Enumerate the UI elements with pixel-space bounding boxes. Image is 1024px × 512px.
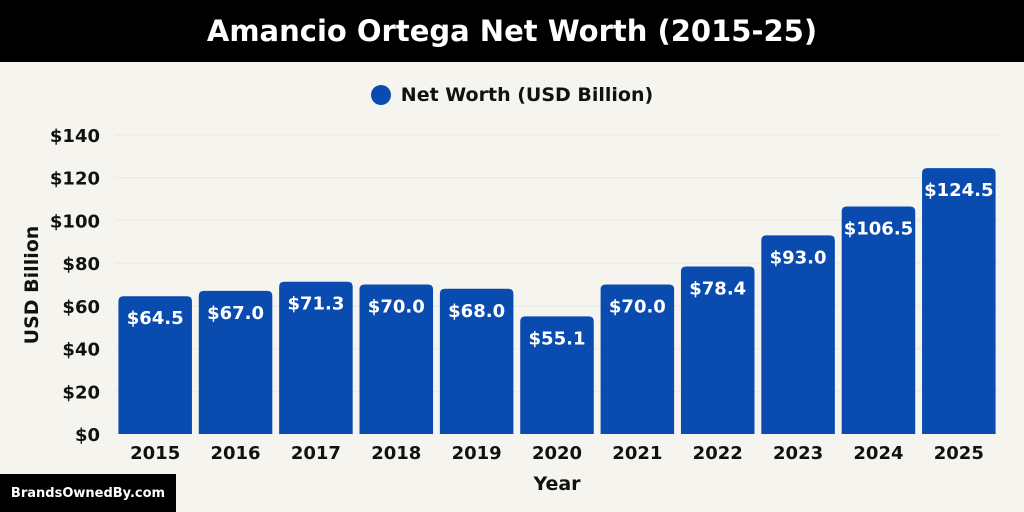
data-label: $70.0 — [368, 297, 425, 318]
x-tick-label: 2017 — [291, 443, 341, 464]
legend-swatch-circle-icon — [370, 85, 391, 105]
y-tick-label: $0 — [75, 425, 100, 446]
data-label: $70.0 — [609, 297, 666, 318]
x-tick-label: 2024 — [853, 443, 903, 464]
bar — [680, 266, 755, 434]
y-tick-label: $40 — [62, 340, 100, 361]
y-tick-label: $60 — [62, 297, 100, 318]
y-tick-label: $120 — [50, 169, 100, 190]
y-tick-label: $100 — [50, 211, 100, 232]
x-tick-label: 2018 — [371, 443, 421, 464]
data-label: $68.0 — [448, 301, 505, 322]
legend-label: Net Worth (USD Billion) — [400, 84, 654, 106]
watermark: BrandsOwnedBy.com — [0, 474, 176, 512]
y-tick-label: $80 — [62, 254, 100, 275]
data-label: $93.0 — [770, 247, 827, 268]
bar — [359, 284, 434, 434]
bar — [279, 281, 353, 434]
bar — [922, 168, 996, 434]
data-label: $71.3 — [287, 294, 344, 315]
x-tick-label: 2025 — [934, 443, 984, 464]
bar — [761, 235, 835, 434]
x-axis-label: Year — [533, 473, 581, 495]
x-tick-label: 2016 — [210, 443, 260, 464]
legend: Net Worth (USD Billion) — [0, 84, 1024, 106]
data-label: $78.4 — [689, 279, 746, 300]
bar — [439, 288, 514, 434]
y-tick-label: $140 — [50, 126, 100, 147]
bar — [118, 296, 192, 434]
x-tick-label: 2022 — [693, 443, 743, 464]
bar — [520, 316, 594, 434]
chart-title: Amancio Ortega Net Worth (2015-25) — [0, 0, 1024, 62]
x-tick-label: 2015 — [130, 443, 180, 464]
data-label: $55.1 — [529, 328, 586, 349]
data-label: $106.5 — [844, 219, 913, 240]
data-label: $64.5 — [127, 308, 184, 329]
bar — [841, 206, 916, 434]
x-tick-label: 2020 — [532, 443, 582, 464]
y-tick-label: $20 — [62, 382, 100, 403]
data-label: $124.5 — [924, 180, 993, 201]
bar — [600, 284, 675, 434]
x-tick-label: 2021 — [612, 443, 662, 464]
x-tick-label: 2019 — [452, 443, 502, 464]
y-axis-label: USD Billion — [21, 225, 43, 345]
bar — [198, 290, 273, 434]
x-tick-label: 2023 — [773, 443, 823, 464]
data-label: $67.0 — [207, 303, 264, 324]
